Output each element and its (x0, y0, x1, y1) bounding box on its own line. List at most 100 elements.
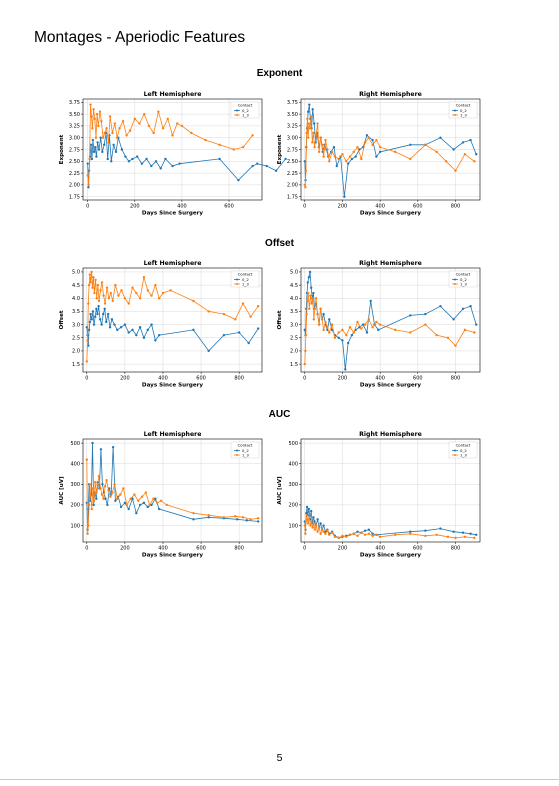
y-tick-label: 2.75 (69, 147, 80, 153)
data-point-0_2 (95, 307, 98, 311)
x-axis-label: Days Since Surgery (142, 383, 203, 389)
data-point-0_2 (91, 310, 95, 313)
data-point-0_2 (138, 326, 142, 329)
legend-label-1_3: 1_3 (242, 112, 249, 117)
data-point-0_2 (123, 501, 127, 505)
data-point-0_2 (207, 516, 210, 519)
data-point-0_2 (369, 299, 372, 303)
data-point-1_3 (314, 524, 318, 527)
plot-frame (82, 267, 263, 373)
y-tick-label: 1.5 (72, 362, 80, 368)
x-axis-label: Days Since Surgery (142, 553, 203, 559)
data-point-1_3 (303, 183, 306, 187)
data-point-1_3 (330, 323, 334, 326)
data-point-1_3 (446, 535, 450, 539)
data-point-0_2 (378, 150, 382, 154)
data-point-0_2 (319, 522, 322, 525)
data-point-1_3 (95, 491, 98, 494)
data-point-0_2 (91, 138, 95, 142)
data-point-0_2 (100, 323, 103, 326)
data-point-1_3 (171, 134, 174, 137)
data-point-1_3 (360, 531, 363, 534)
legend-box (448, 270, 478, 288)
data-point-0_2 (92, 150, 96, 154)
data-point-0_2 (316, 518, 319, 521)
data-point-0_2 (127, 331, 130, 334)
data-point-1_3 (135, 291, 138, 295)
y-tick-label: 2.5 (72, 336, 80, 342)
data-point-1_3 (308, 307, 311, 311)
data-point-0_2 (307, 276, 311, 279)
data-point-1_3 (409, 331, 412, 334)
data-point-1_3 (190, 131, 193, 135)
x-tick-label: 800 (451, 204, 461, 210)
data-point-0_2 (307, 507, 311, 511)
data-point-0_2 (106, 503, 109, 507)
x-tick-label: 400 (158, 376, 168, 382)
legend-label-0_2: 0_2 (242, 448, 249, 453)
y-axis-label: Exponent (59, 134, 65, 164)
data-point-1_3 (322, 328, 325, 332)
legend-marker-1_3 (454, 283, 456, 285)
data-point-0_2 (452, 530, 455, 533)
data-point-1_3 (328, 331, 331, 334)
data-point-1_3 (311, 297, 314, 300)
data-point-0_2 (356, 530, 359, 533)
data-point-1_3 (454, 344, 457, 347)
y-tick-label: 2.0 (72, 349, 80, 355)
data-point-1_3 (103, 131, 106, 135)
x-tick-label: 0 (303, 376, 306, 382)
data-point-0_2 (114, 150, 118, 154)
x-tick-label: 0 (85, 376, 88, 382)
data-point-1_3 (107, 297, 111, 300)
data-point-0_2 (335, 164, 338, 168)
data-point-1_3 (394, 533, 397, 536)
data-point-1_3 (313, 145, 316, 149)
x-tick-label: 0 (86, 204, 89, 210)
data-point-1_3 (314, 297, 318, 300)
data-point-1_3 (131, 286, 134, 289)
data-point-1_3 (316, 312, 319, 316)
data-point-1_3 (352, 532, 355, 535)
data-point-1_3 (150, 294, 153, 297)
y-tick-label: 3.75 (287, 100, 298, 106)
data-point-0_2 (308, 103, 311, 106)
data-point-1_3 (94, 136, 98, 139)
data-point-0_2 (119, 326, 123, 329)
data-point-1_3 (330, 150, 334, 154)
y-tick-label: 3.5 (72, 309, 80, 315)
data-point-1_3 (356, 320, 359, 324)
y-tick-label: 2.00 (287, 183, 298, 189)
data-point-1_3 (89, 103, 92, 106)
data-point-1_3 (424, 323, 427, 326)
data-point-1_3 (133, 493, 136, 496)
data-point-1_3 (129, 497, 132, 500)
x-axis-label: Days Since Surgery (360, 211, 421, 217)
data-point-0_2 (409, 314, 412, 317)
x-tick-label: 600 (413, 546, 423, 552)
chart-title: Right Hemisphere (359, 91, 422, 98)
data-point-1_3 (256, 517, 260, 520)
data-point-1_3 (352, 331, 355, 334)
data-point-1_3 (111, 131, 114, 135)
data-point-0_2 (95, 155, 98, 158)
data-point-1_3 (326, 148, 329, 151)
data-point-1_3 (307, 122, 311, 125)
data-point-1_3 (324, 320, 327, 324)
data-point-0_2 (142, 336, 146, 339)
data-point-0_2 (439, 527, 442, 530)
data-point-1_3 (326, 529, 329, 532)
chart-title: Right Hemisphere (359, 260, 422, 267)
data-point-1_3 (317, 323, 321, 326)
data-point-1_3 (312, 522, 316, 525)
data-point-0_2 (256, 520, 260, 523)
data-point-0_2 (313, 520, 316, 523)
data-point-1_3 (100, 281, 104, 284)
data-point-1_3 (345, 535, 348, 539)
data-point-0_2 (469, 532, 472, 535)
data-point-1_3 (118, 127, 121, 130)
data-point-1_3 (363, 323, 367, 326)
y-tick-label: 3.00 (69, 136, 80, 142)
data-point-1_3 (192, 299, 195, 303)
x-tick-label: 800 (234, 546, 244, 552)
